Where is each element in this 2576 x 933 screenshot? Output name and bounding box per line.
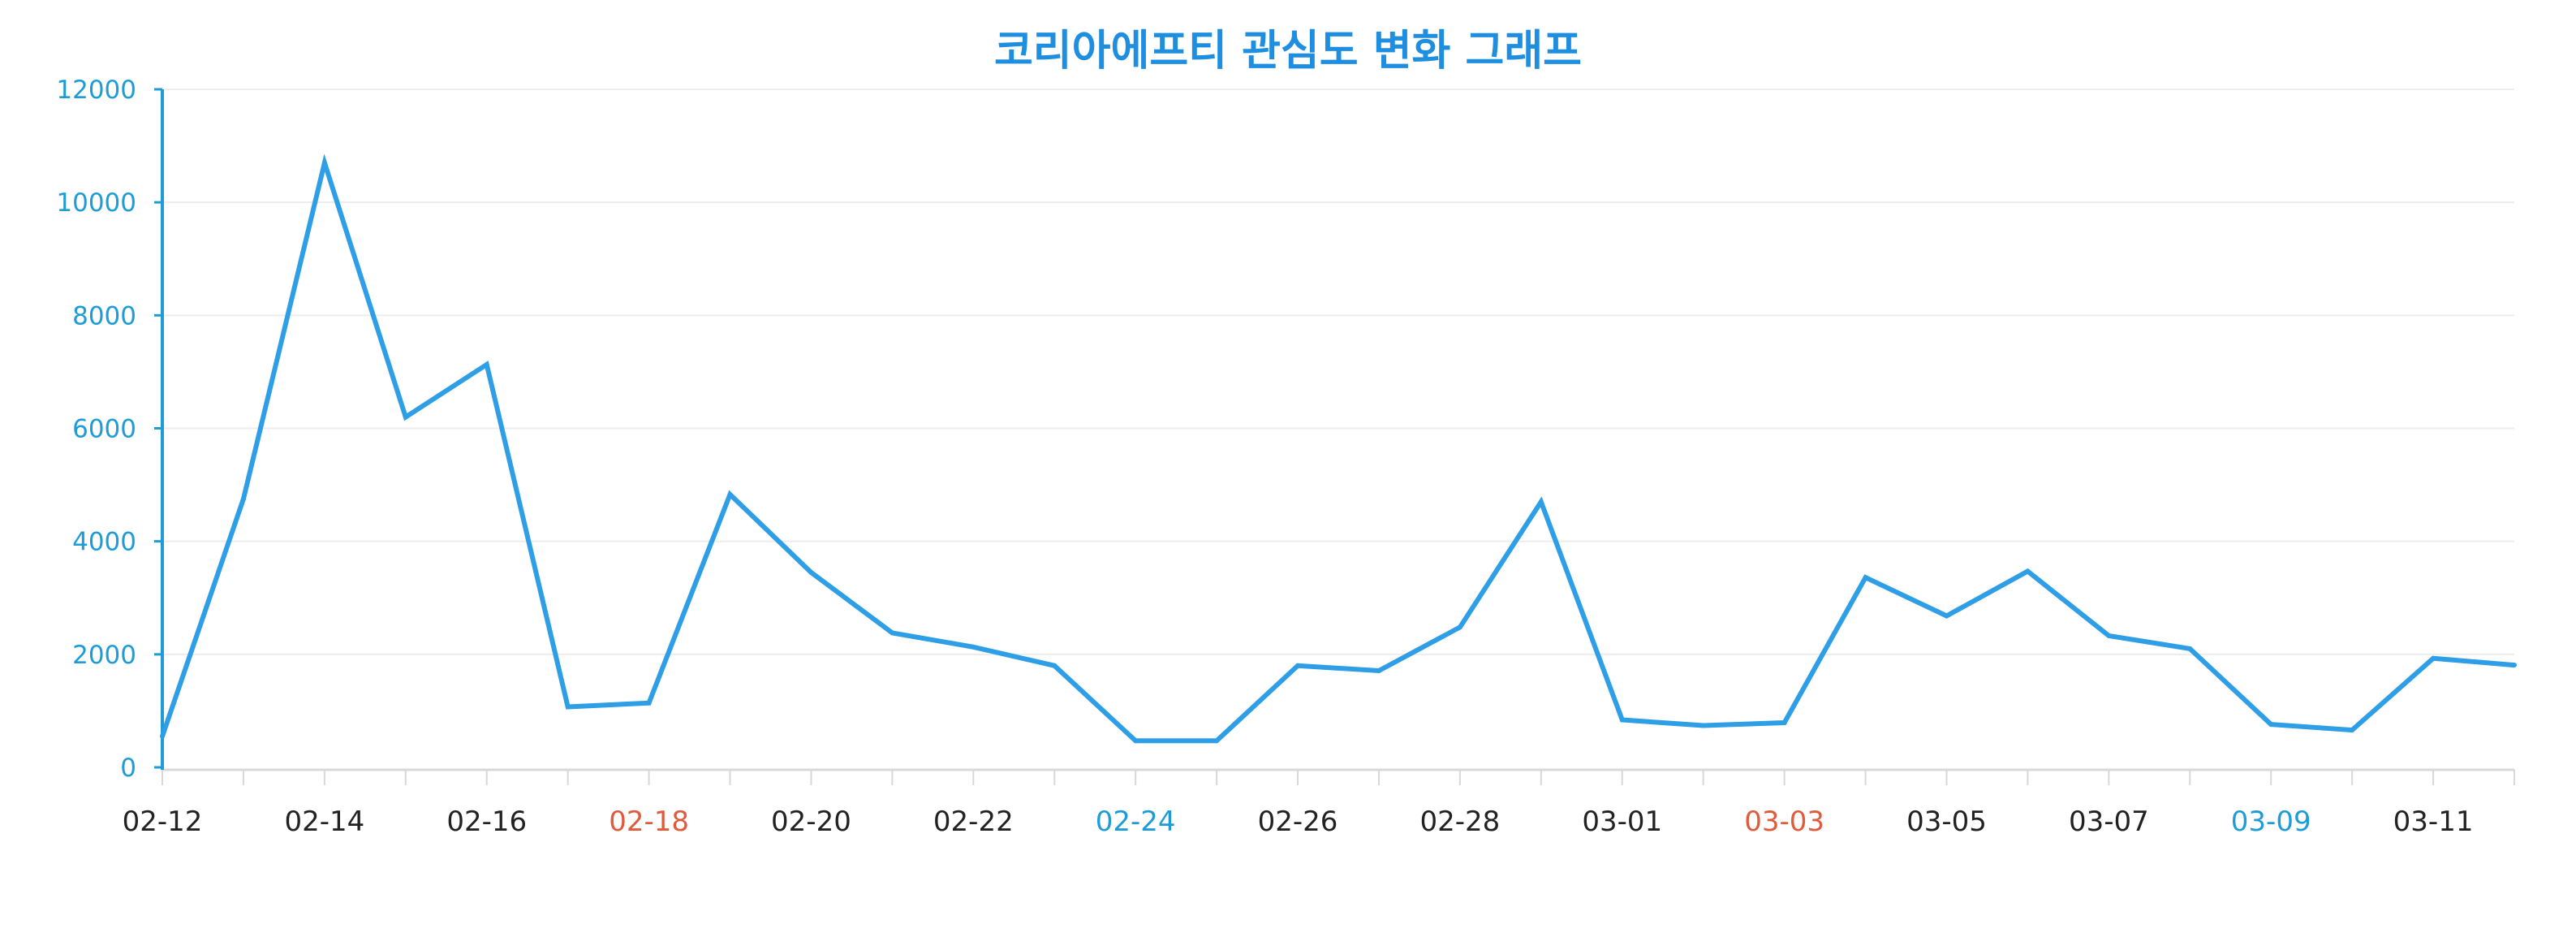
y-tick-label: 8000 xyxy=(72,301,136,330)
data-point[interactable] xyxy=(890,630,895,636)
data-point[interactable] xyxy=(2431,655,2436,661)
y-tick-label: 2000 xyxy=(72,641,136,670)
series-layer xyxy=(160,153,2517,744)
y-tick-label: 0 xyxy=(120,754,136,783)
data-point[interactable] xyxy=(1295,663,1301,668)
data-point[interactable] xyxy=(2025,568,2031,574)
x-tick-label: 02-22 xyxy=(933,806,1014,838)
x-tick-label: 02-26 xyxy=(1258,806,1338,838)
y-tick-label: 12000 xyxy=(56,76,136,105)
x-tick-label: 02-20 xyxy=(771,806,851,838)
data-point[interactable] xyxy=(727,491,733,497)
x-tick-label: 03-09 xyxy=(2231,806,2311,838)
x-tick-label: 03-07 xyxy=(2069,806,2149,838)
data-point[interactable] xyxy=(1700,723,1706,728)
y-tick-labels: 0 2000 4000 6000 8000 10000 12000 xyxy=(56,76,136,783)
data-point[interactable] xyxy=(403,414,408,420)
data-point[interactable] xyxy=(565,704,571,710)
series-line xyxy=(160,153,2515,744)
x-tick-label: 02-28 xyxy=(1419,806,1500,838)
y-tick-label: 10000 xyxy=(56,188,136,218)
data-point[interactable] xyxy=(1214,738,1220,744)
data-point[interactable] xyxy=(1376,668,1381,674)
x-tick-label: 02-24 xyxy=(1096,806,1176,838)
chart-title: 코리아에프티 관심도 변화 그래프 xyxy=(994,27,1582,76)
data-point[interactable] xyxy=(2106,633,2112,638)
data-point[interactable] xyxy=(1863,575,1868,581)
data-point[interactable] xyxy=(1619,717,1625,723)
x-tick-label: 03-11 xyxy=(2393,806,2474,838)
data-point[interactable] xyxy=(1538,499,1544,504)
x-tick-label: 02-18 xyxy=(609,806,689,838)
data-point[interactable] xyxy=(2187,646,2193,651)
data-point[interactable] xyxy=(240,496,246,502)
data-point[interactable] xyxy=(160,733,165,739)
data-point[interactable] xyxy=(971,644,976,650)
x-tick-label: 03-05 xyxy=(1906,806,1987,838)
data-point[interactable] xyxy=(1457,624,1462,630)
data-point[interactable] xyxy=(321,160,327,166)
data-point[interactable] xyxy=(1944,613,1949,619)
data-point[interactable] xyxy=(646,700,652,706)
axis-layer xyxy=(154,88,2515,785)
data-point[interactable] xyxy=(2350,728,2355,733)
y-tick-label: 4000 xyxy=(72,528,136,557)
grid-layer xyxy=(162,89,2514,655)
data-point[interactable] xyxy=(1133,738,1139,744)
data-point[interactable] xyxy=(2512,663,2517,668)
data-point[interactable] xyxy=(484,361,489,367)
data-point[interactable] xyxy=(808,569,814,575)
data-point[interactable] xyxy=(1781,720,1787,726)
x-tick-label: 03-01 xyxy=(1582,806,1662,838)
x-tick-label: 02-14 xyxy=(284,806,364,838)
x-tick-label: 02-12 xyxy=(123,806,203,838)
y-tick-label: 6000 xyxy=(72,415,136,444)
x-tick-label: 02-16 xyxy=(446,806,527,838)
x-tick-label: 03-03 xyxy=(1744,806,1824,838)
data-point[interactable] xyxy=(1052,663,1058,668)
x-tick-labels: 02-12 02-14 02-16 02-18 02-20 02-22 02-24 02-26… xyxy=(123,806,2474,838)
data-point[interactable] xyxy=(2268,722,2274,728)
